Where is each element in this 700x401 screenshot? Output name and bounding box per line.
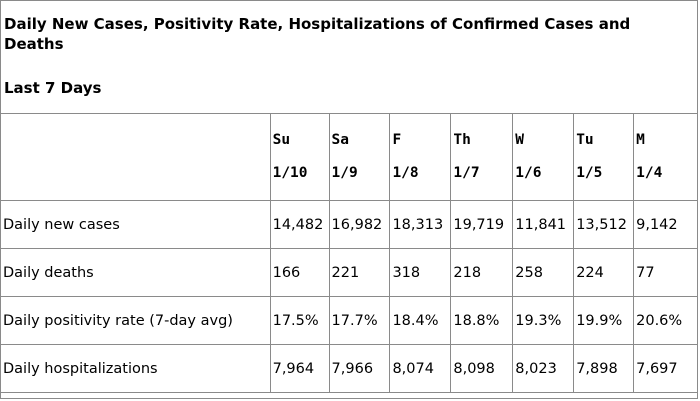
table-cell: 77 [633,248,698,297]
table-cell: 221 [328,248,391,297]
table-row: Daily positivity rate (7-day avg) 17.5% … [0,296,698,345]
table-cell: 7,966 [328,344,391,393]
data-table: Su 1/10 Sa 1/9 F 1/8 Th 1/7 W 1/6 Tu 1/5 M 1/4 … [0,113,698,393]
table-cell: 17.7% [328,296,391,345]
header-cell: Tu 1/5 [573,113,635,201]
table-cell: 11,841 [512,200,575,249]
header-cell: Sa 1/9 [328,113,391,201]
row-label: Daily positivity rate (7-day avg) [0,296,271,345]
header-cell: Su 1/10 [269,113,330,201]
table-cell: 8,098 [450,344,514,393]
table-cell: 19.9% [573,296,635,345]
header-cell: Th 1/7 [450,113,514,201]
header-cell: M 1/4 [633,113,698,201]
table-cell: 19.3% [512,296,575,345]
table-cell: 8,023 [512,344,575,393]
table-cell: 18.8% [450,296,514,345]
table-subtitle: Last 7 Days [4,79,102,97]
table-row: Daily hospitalizations 7,964 7,966 8,074… [0,344,698,393]
header-corner-cell [0,113,271,201]
table-cell: 13,512 [573,200,635,249]
header-cell: W 1/6 [512,113,575,201]
table-row: Daily new cases 14,482 16,982 18,313 19,… [0,200,698,249]
table-cell: 166 [269,248,330,297]
table-cell: 218 [450,248,514,297]
table-cell: 9,142 [633,200,698,249]
header-row: Su 1/10 Sa 1/9 F 1/8 Th 1/7 W 1/6 Tu 1/5 M 1/4 [0,113,698,201]
table-cell: 16,982 [328,200,391,249]
row-label: Daily deaths [0,248,271,297]
table-cell: 20.6% [633,296,698,345]
table-cell: 18.4% [389,296,452,345]
table-title: Daily New Cases, Positivity Rate, Hospit… [4,15,631,53]
row-label: Daily hospitalizations [0,344,271,393]
table-cell: 318 [389,248,452,297]
table-cell: 17.5% [269,296,330,345]
header-cell: F 1/8 [389,113,452,201]
table-cell: 8,074 [389,344,452,393]
table-cell: 7,697 [633,344,698,393]
table-cell: 19,719 [450,200,514,249]
table-cell: 258 [512,248,575,297]
row-label: Daily new cases [0,200,271,249]
table-cell: 7,964 [269,344,330,393]
title-block: Daily New Cases, Positivity Rate, Hospit… [4,14,694,97]
table-cell: 18,313 [389,200,452,249]
table-cell: 224 [573,248,635,297]
table-cell: 14,482 [269,200,330,249]
table-cell: 7,898 [573,344,635,393]
table-row: Daily deaths 166 221 318 218 258 224 77 [0,248,698,297]
